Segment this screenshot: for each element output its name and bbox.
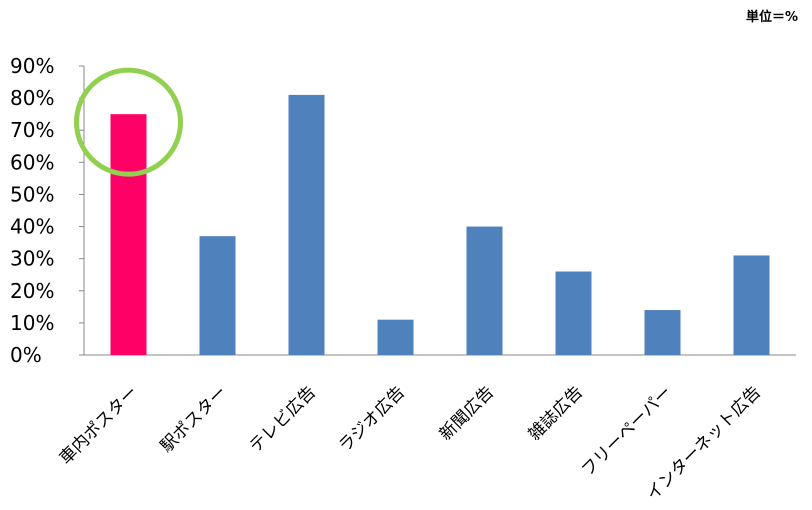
y-tick-label: 40% <box>10 215 54 239</box>
unit-label: 単位＝% <box>745 10 798 25</box>
bars-group <box>110 94 770 356</box>
y-tick-labels: 0% 10% 20% 30% 40% 50% 60% 70% 80% 90% <box>10 54 84 367</box>
y-tick-label: 90% <box>10 54 54 78</box>
x-category-labels: 車内ポスター 駅ポスター テレビ広告 ラジオ広告 新聞広告 雑誌広告フリーペーパーインター… <box>56 382 765 504</box>
x-category-label: フリーペーパー <box>578 382 676 480</box>
y-tick-label: 70% <box>10 118 54 142</box>
axis-group <box>83 66 796 356</box>
bar <box>555 271 592 355</box>
y-tick-label: 10% <box>10 311 54 335</box>
bar <box>466 226 503 355</box>
x-category-label: 雑誌広告 <box>525 382 587 444</box>
bar <box>288 94 325 356</box>
x-category-label: テレビ広告 <box>246 382 320 456</box>
y-tick-label: 30% <box>10 247 54 271</box>
bar <box>644 310 681 355</box>
x-category-label: 車内ポスター <box>56 382 142 468</box>
y-tick-label: 50% <box>10 182 54 206</box>
bar <box>733 255 770 355</box>
bar <box>199 236 236 355</box>
x-category-label: 新聞広告 <box>436 382 498 444</box>
y-tick-label: 60% <box>10 150 54 174</box>
y-tick-label: 0% <box>10 343 42 367</box>
y-tick-label: 20% <box>10 279 54 303</box>
x-category-label: ラジオ広告 <box>335 382 409 456</box>
bar <box>110 114 147 356</box>
highlight-circle <box>74 67 183 177</box>
y-tick-label: 80% <box>10 86 54 110</box>
x-category-label: 駅ポスター <box>157 382 231 456</box>
bar <box>377 319 414 355</box>
highlight-group <box>74 67 183 177</box>
